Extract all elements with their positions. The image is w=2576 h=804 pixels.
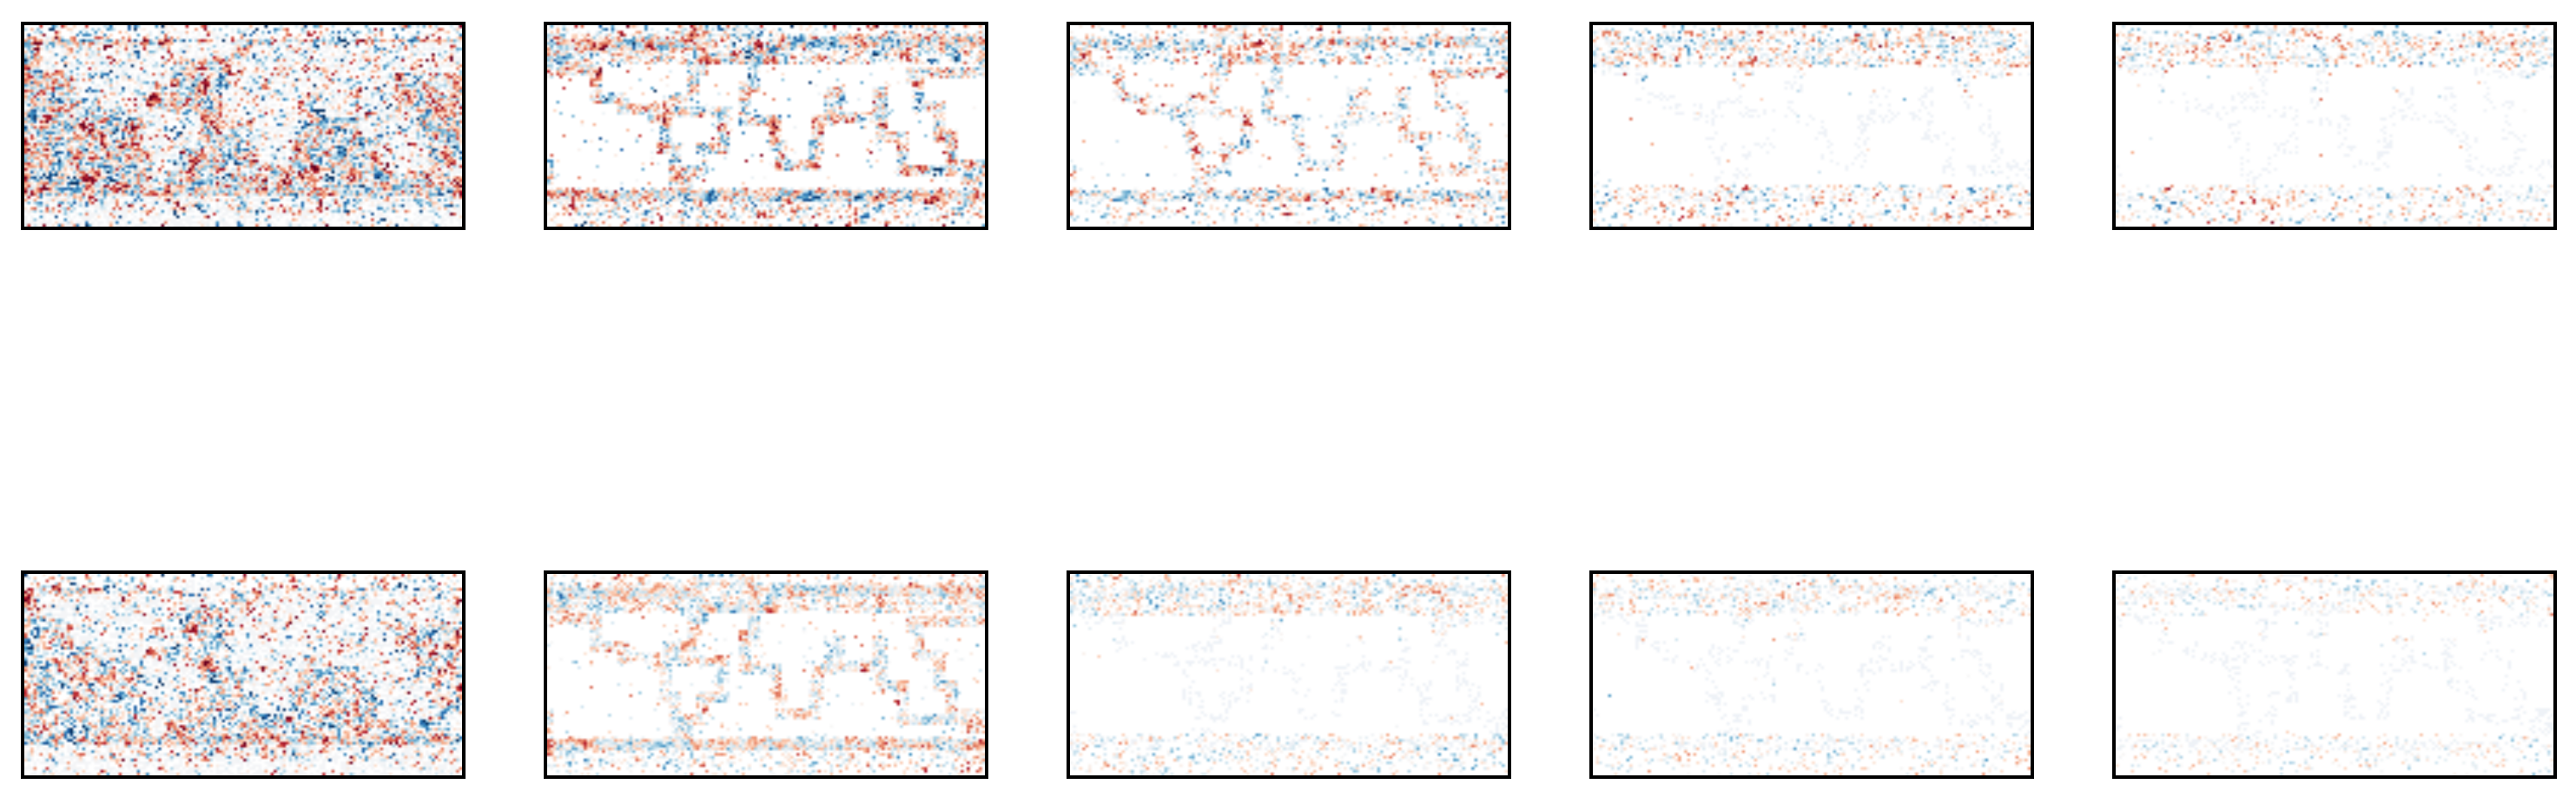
map-panel-r1c4 bbox=[1589, 22, 2034, 230]
map-raster-r1c5 bbox=[2116, 25, 2553, 227]
map-raster-r2c4 bbox=[1593, 574, 2031, 775]
map-raster-r2c1 bbox=[24, 574, 462, 775]
map-raster-r2c5 bbox=[2116, 574, 2553, 775]
map-raster-r2c2 bbox=[547, 574, 985, 775]
map-raster-r1c2 bbox=[547, 25, 985, 227]
map-raster-r1c1 bbox=[24, 25, 462, 227]
map-panel-r1c5 bbox=[2112, 22, 2557, 230]
map-panel-r2c5 bbox=[2112, 570, 2557, 779]
map-panel-r2c4 bbox=[1589, 570, 2034, 779]
map-raster-r2c3 bbox=[1070, 574, 1508, 775]
map-raster-r1c4 bbox=[1593, 25, 2031, 227]
map-panel-r1c2 bbox=[544, 22, 988, 230]
map-panel-r2c3 bbox=[1067, 570, 1511, 779]
map-panel-r2c1 bbox=[21, 570, 466, 779]
map-panel-r1c3 bbox=[1067, 22, 1511, 230]
map-raster-r1c3 bbox=[1070, 25, 1508, 227]
map-panel-r1c1 bbox=[21, 22, 466, 230]
map-panel-r2c2 bbox=[544, 570, 988, 779]
